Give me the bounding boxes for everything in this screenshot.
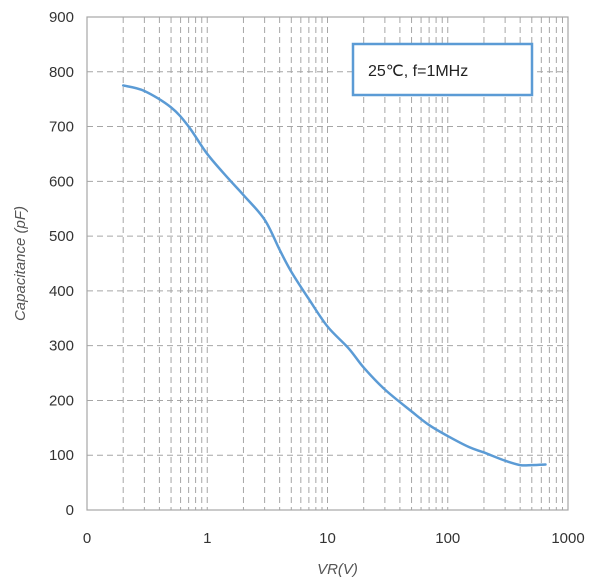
capacitance-series-line [121, 84, 547, 467]
x-tick-label: 0 [83, 530, 91, 547]
y-tick-label: 400 [49, 283, 74, 300]
x-tick-label: 1 [203, 530, 211, 547]
plot-frame [86, 16, 569, 511]
x-axis-title: VR(V) [317, 561, 358, 578]
annotation-text: 25℃, f=1MHz [368, 63, 468, 80]
condition-annotation: 25℃, f=1MHz [351, 42, 534, 97]
y-tick-label: 700 [49, 119, 74, 136]
grid-lines [87, 17, 568, 510]
annotation-box [351, 42, 534, 97]
y-tick-label: 500 [49, 228, 74, 245]
y-tick-label: 100 [49, 447, 74, 464]
x-tick-label: 1000 [551, 530, 584, 547]
y-tick-label: 800 [49, 64, 74, 81]
y-tick-label: 0 [66, 502, 74, 519]
tick-labels: 0 100 200 300 400 500 600 700 800 900 0 1 10 100 1000 [49, 9, 585, 547]
x-tick-label: 10 [319, 530, 336, 547]
y-axis-title: Capacitance (pF) [12, 206, 29, 321]
y-tick-label: 900 [49, 9, 74, 26]
series-layer [121, 84, 547, 467]
y-tick-label: 300 [49, 338, 74, 355]
x-tick-label: 100 [435, 530, 460, 547]
y-tick-label: 200 [49, 392, 74, 409]
y-tick-label: 600 [49, 173, 74, 190]
